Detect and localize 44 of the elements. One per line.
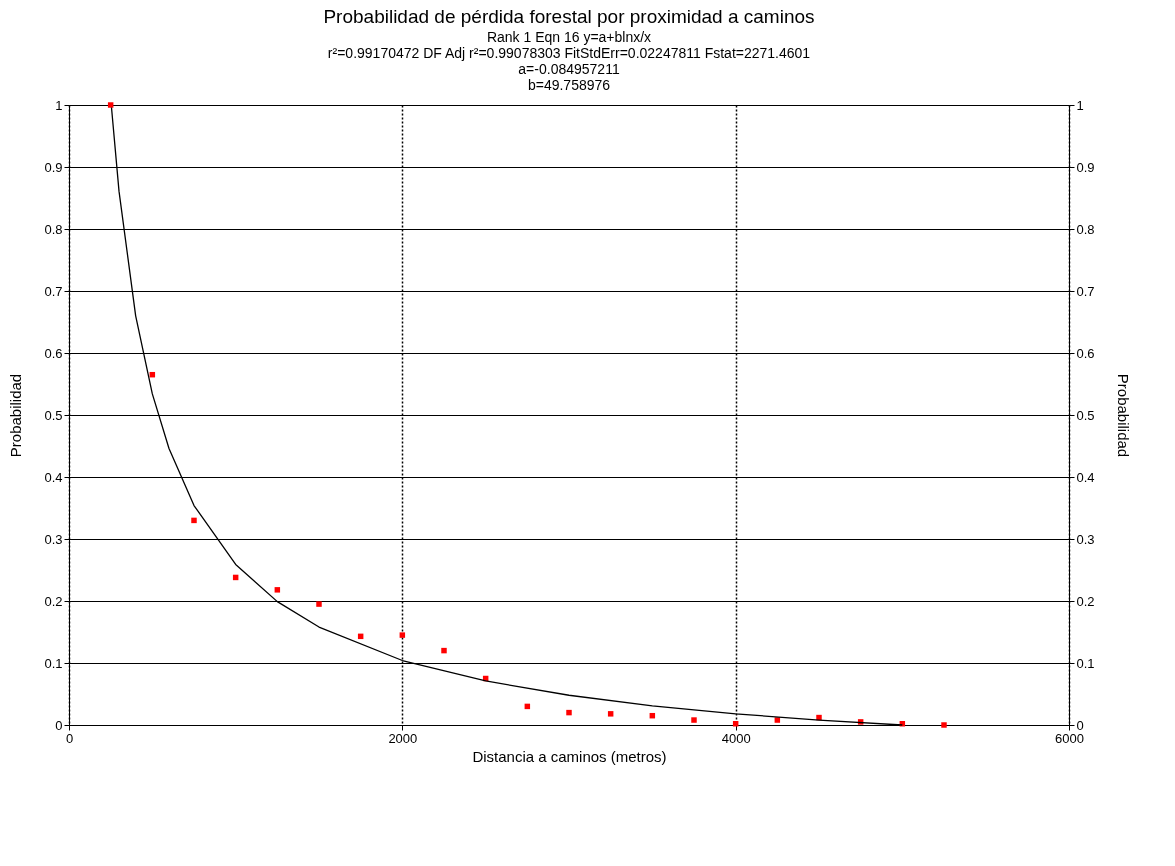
point — [274, 587, 281, 593]
y-tick-label: 0 — [55, 717, 63, 733]
y-tick-label: 0.6 — [44, 345, 63, 361]
text: r²=0.99170472 DF Adj r²=0.99078303 FitStdErr=0.02247811 Fstat=2271.4601 — [327, 45, 811, 61]
y2-tick-label: 0.8 — [1076, 221, 1095, 237]
point — [399, 632, 406, 638]
chart-title: Probabilidad de pérdida forestal por proximidad a caminos — [323, 6, 815, 27]
y-tick-label: 0.2 — [44, 593, 63, 609]
point — [566, 709, 572, 716]
y2-tick-label: 0.9 — [1076, 159, 1095, 175]
text: Rank 1 Eqn 16 y=a+blnx/x — [486, 29, 652, 45]
y-tick-label: 0.4 — [44, 469, 63, 485]
y2-tick-label: 0.2 — [1076, 593, 1095, 609]
y-tick-label: 0.9 — [44, 159, 63, 175]
point — [316, 601, 322, 607]
y2-tick-label: 0.6 — [1076, 345, 1095, 361]
y2-axis-title: Probabilidad — [1114, 373, 1132, 458]
point — [441, 647, 447, 654]
y-tick-label: 0.8 — [44, 221, 63, 237]
y2-tick-label: 0.3 — [1076, 531, 1095, 547]
x-tick-label: 0 — [65, 730, 74, 746]
x-tick-label: 6000 — [1055, 730, 1084, 746]
text: b=49.758976 — [527, 77, 611, 93]
y2-tick-label: 1 — [1076, 97, 1084, 113]
y-tick-label: 0.1 — [44, 655, 63, 671]
y2-tick-label: 0.5 — [1076, 407, 1095, 423]
point — [607, 711, 614, 717]
y-tick-label: 1 — [55, 97, 63, 113]
y-tick-label: 0.7 — [44, 283, 63, 299]
y2-tick-label: 0.4 — [1076, 469, 1095, 485]
y2-tick-label: 0.1 — [1076, 655, 1095, 671]
text: a=-0.084957211 — [518, 61, 620, 77]
x-tick-label: 2000 — [388, 730, 418, 746]
y-tick-label: 0.3 — [44, 531, 63, 547]
y-axis-title: Probabilidad — [7, 373, 25, 458]
x-axis-title: Distancia a caminos (metros) — [472, 747, 667, 765]
point — [107, 102, 114, 108]
point — [941, 722, 947, 728]
y2-tick-label: 0 — [1076, 717, 1084, 733]
y-tick-label: 0.5 — [44, 407, 63, 423]
y2-tick-label: 0.7 — [1076, 283, 1095, 299]
point — [191, 517, 197, 524]
x-tick-label: 4000 — [721, 730, 751, 746]
point — [691, 717, 697, 723]
